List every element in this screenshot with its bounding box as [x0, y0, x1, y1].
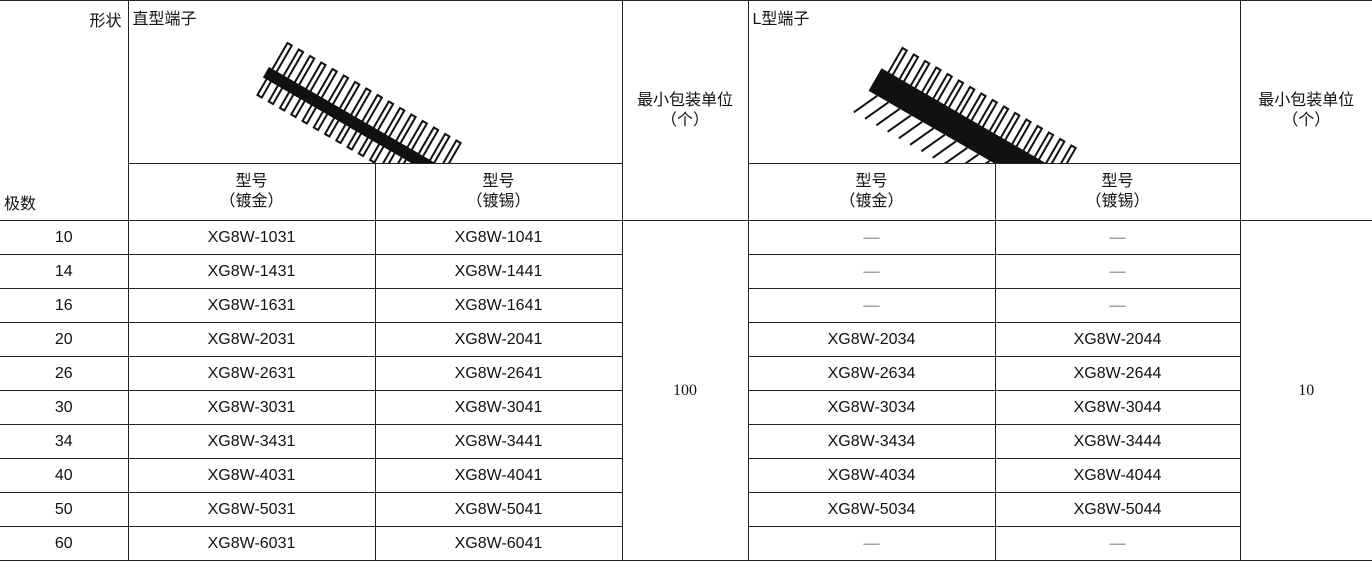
- l-header: L型端子: [747, 0, 1241, 164]
- table-row: 20 XG8W-2031 XG8W-2041 XG8W-2034 XG8W-2044: [0, 322, 1372, 357]
- straight-tin-model: XG8W-2641: [374, 356, 623, 391]
- l-tin-model: —: [994, 254, 1241, 289]
- table-row: 50 XG8W-5031 XG8W-5041 XG8W-5034 XG8W-5044: [0, 492, 1372, 527]
- min-pack-unit: （个）: [1282, 111, 1331, 129]
- poles: 20: [0, 322, 129, 357]
- l-gold-model: XG8W-2034: [747, 322, 996, 357]
- l-tin-model: —: [994, 220, 1241, 255]
- straight-tin-model: XG8W-2041: [374, 322, 623, 357]
- l-gold-model: —: [747, 254, 996, 289]
- table-row: 40 XG8W-4031 XG8W-4041 XG8W-4034 XG8W-4044: [0, 458, 1372, 493]
- straight-gold-model: XG8W-1031: [127, 220, 376, 255]
- poles: 50: [0, 492, 129, 527]
- l-tin-model: XG8W-2644: [994, 356, 1241, 391]
- l-tin-model: —: [994, 288, 1241, 323]
- straight-header: 直型端子: [127, 0, 623, 164]
- table-row: 16 XG8W-1631 XG8W-1641 — —: [0, 288, 1372, 323]
- straight-tin-model: XG8W-1441: [374, 254, 623, 289]
- l-tin-model: XG8W-5044: [994, 492, 1241, 527]
- l-gold-model: XG8W-4034: [747, 458, 996, 493]
- straight-gold-model: XG8W-3431: [127, 424, 376, 459]
- table-row: 14 XG8W-1431 XG8W-1441 — —: [0, 254, 1372, 289]
- poles: 14: [0, 254, 129, 289]
- model-label: 型号: [235, 173, 268, 190]
- poles: 10: [0, 220, 129, 255]
- poles: 40: [0, 458, 129, 493]
- l-tin-model: XG8W-3444: [994, 424, 1241, 459]
- min-pack-header: 最小包装单位 （个）: [1239, 0, 1372, 221]
- straight-gold-model: XG8W-6031: [127, 526, 376, 561]
- straight-gold-model: XG8W-5031: [127, 492, 376, 527]
- straight-tin-model: XG8W-6041: [374, 526, 623, 561]
- table-row: 30 XG8W-3031 XG8W-3041 XG8W-3034 XG8W-3044: [0, 390, 1372, 425]
- plating-label: （镀锡）: [1085, 193, 1150, 210]
- shape-label: 形状: [89, 13, 122, 30]
- straight-gold-model: XG8W-2031: [127, 322, 376, 357]
- l-gold-model: XG8W-3434: [747, 424, 996, 459]
- l-gold-model: XG8W-3034: [747, 390, 996, 425]
- model-label: 型号: [482, 173, 515, 190]
- l-tin-model: XG8W-3044: [994, 390, 1241, 425]
- table-body: 10 XG8W-1031 XG8W-1041 100— —10 14 XG8W-1431 XG…: [0, 220, 1372, 561]
- l-gold-model: —: [747, 526, 996, 561]
- straight-gold-model: XG8W-1431: [127, 254, 376, 289]
- straight-title: 直型端子: [132, 11, 197, 28]
- poles: 60: [0, 526, 129, 561]
- l-tin-model: XG8W-4044: [994, 458, 1241, 493]
- plating-label: （镀金）: [839, 193, 904, 210]
- l-gold-model: XG8W-2634: [747, 356, 996, 391]
- straight-tin-model: XG8W-4041: [374, 458, 623, 493]
- min-pack-straight: 100: [621, 220, 749, 561]
- straight-tin-model: XG8W-3441: [374, 424, 623, 459]
- l-tin-model: —: [994, 526, 1241, 561]
- l-gold-model: —: [747, 288, 996, 323]
- straight-gold-model: XG8W-1631: [127, 288, 376, 323]
- poles: 34: [0, 424, 129, 459]
- model-header: 型号 （镀金）: [747, 163, 996, 221]
- min-pack-unit: （个）: [660, 111, 709, 129]
- l-gold-model: XG8W-5034: [747, 492, 996, 527]
- model-header: 型号 （镀锡）: [374, 163, 623, 221]
- poles: 30: [0, 390, 129, 425]
- poles: 16: [0, 288, 129, 323]
- table-row: 60 XG8W-6031 XG8W-6041 — —: [0, 526, 1372, 561]
- straight-tin-model: XG8W-1641: [374, 288, 623, 323]
- straight-gold-model: XG8W-4031: [127, 458, 376, 493]
- l-title: L型端子: [752, 11, 810, 28]
- poles-label: 极数: [4, 196, 37, 213]
- model-label: 型号: [1101, 173, 1134, 190]
- min-pack-header: 最小包装单位 （个）: [621, 0, 749, 221]
- model-header: 型号 （镀金）: [128, 163, 376, 221]
- l-tin-model: XG8W-2044: [994, 322, 1241, 357]
- straight-connector-image: [255, 41, 462, 163]
- straight-tin-model: XG8W-5041: [374, 492, 623, 527]
- straight-tin-model: XG8W-3041: [374, 390, 623, 425]
- model-label: 型号: [855, 173, 888, 190]
- min-pack-label: 最小包装单位: [636, 91, 733, 109]
- model-header: 型号 （镀锡）: [994, 163, 1241, 221]
- l-gold-model: —: [747, 220, 996, 255]
- straight-gold-model: XG8W-3031: [127, 390, 376, 425]
- l-connector-image: [852, 46, 1077, 163]
- table-row: 10 XG8W-1031 XG8W-1041 100— —10: [0, 220, 1372, 561]
- corner-cell: 形状 极数: [0, 0, 129, 221]
- min-pack-l: 10: [1239, 220, 1372, 561]
- plating-label: （镀锡）: [466, 193, 531, 210]
- straight-tin-model: XG8W-1041: [374, 220, 623, 255]
- plating-label: （镀金）: [219, 193, 284, 210]
- min-pack-label: 最小包装单位: [1258, 91, 1355, 109]
- straight-gold-model: XG8W-2631: [127, 356, 376, 391]
- poles: 26: [0, 356, 129, 391]
